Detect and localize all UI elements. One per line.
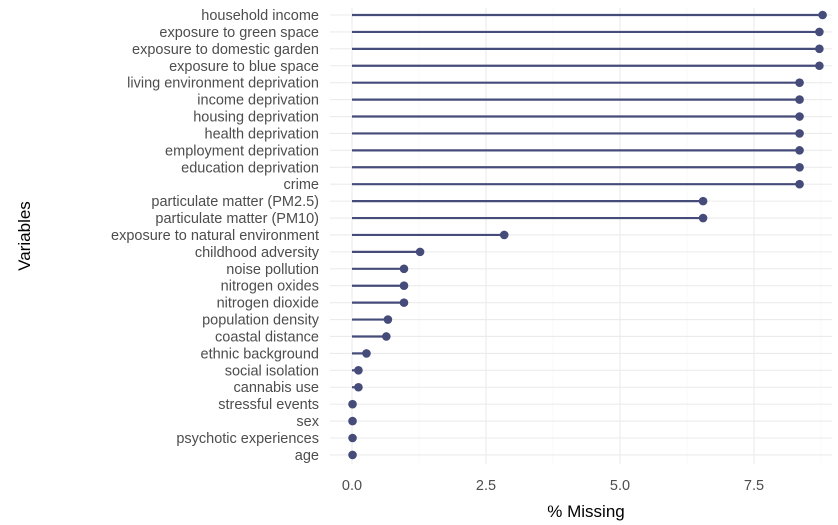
x-tick-label: 7.5 <box>744 478 764 494</box>
x-axis-title: % Missing <box>547 502 624 521</box>
lollipop-point <box>399 264 409 274</box>
lollipop-point <box>383 315 393 324</box>
lollipop-point <box>348 399 357 409</box>
y-tick-label: nitrogen oxides <box>221 279 319 295</box>
y-tick-label: social isolation <box>225 363 319 379</box>
plot-marks <box>348 10 827 460</box>
y-axis-title: Variables <box>15 201 34 271</box>
lollipop-point <box>815 27 824 37</box>
x-tick-label: 5.0 <box>610 478 630 494</box>
y-tick-label: education deprivation <box>181 160 319 176</box>
lollipop-point <box>795 129 804 138</box>
lollipop-point <box>399 281 409 291</box>
y-tick-label: childhood adversity <box>195 245 320 261</box>
y-tick-label: particulate matter (PM2.5) <box>151 194 319 210</box>
y-tick-label: employment deprivation <box>165 143 319 159</box>
y-tick-label: ethnic background <box>201 346 320 362</box>
lollipop-point <box>815 61 824 71</box>
y-tick-label: housing deprivation <box>193 110 319 126</box>
lollipop-point <box>399 298 409 307</box>
y-tick-label: nitrogen dioxide <box>217 296 319 312</box>
y-tick-label: cannabis use <box>234 380 319 396</box>
lollipop-point <box>362 349 371 358</box>
x-tick-label: 0.0 <box>342 478 362 494</box>
lollipop-point <box>795 78 804 87</box>
y-tick-label: sex <box>296 414 319 430</box>
y-tick-label: crime <box>284 177 319 193</box>
y-tick-label: income deprivation <box>197 93 319 109</box>
y-tick-label: particulate matter (PM10) <box>155 211 319 227</box>
lollipop-point <box>415 247 425 257</box>
lollipop-point <box>354 382 363 392</box>
y-tick-label: noise pollution <box>226 262 319 278</box>
y-tick-label: health deprivation <box>205 126 319 142</box>
x-tick-labels: 0.0 2.5 5.0 7.5 <box>342 478 764 494</box>
y-tick-label: living environment deprivation <box>127 76 319 92</box>
lollipop-point <box>795 95 804 104</box>
y-tick-label: psychotic experiences <box>176 431 319 447</box>
lollipop-point <box>698 213 708 223</box>
lollipop-point <box>354 366 363 375</box>
y-tick-label: population density <box>202 313 320 329</box>
lollipop-point <box>795 146 804 155</box>
y-tick-label: exposure to natural environment <box>111 228 319 244</box>
lollipop-point <box>382 332 391 341</box>
lollipop-point <box>348 450 357 460</box>
y-tick-label: stressful events <box>218 397 319 413</box>
lollipop-point <box>499 230 509 240</box>
lollipop-point <box>348 433 357 443</box>
lollipop-point <box>818 10 827 20</box>
y-tick-label: coastal distance <box>215 329 319 345</box>
y-tick-label: exposure to blue space <box>169 59 319 75</box>
lollipop-point <box>815 44 824 54</box>
y-tick-label: household income <box>201 8 319 24</box>
y-tick-label: age <box>295 448 319 464</box>
x-tick-label: 2.5 <box>476 478 496 494</box>
lollipop-point <box>698 196 708 206</box>
lollipop-point <box>795 162 804 172</box>
y-tick-label: exposure to green space <box>159 25 319 41</box>
lollipop-point <box>795 179 804 189</box>
lollipop-point <box>348 416 357 426</box>
lollipop-point <box>795 112 804 121</box>
y-tick-label: exposure to domestic garden <box>132 42 319 58</box>
